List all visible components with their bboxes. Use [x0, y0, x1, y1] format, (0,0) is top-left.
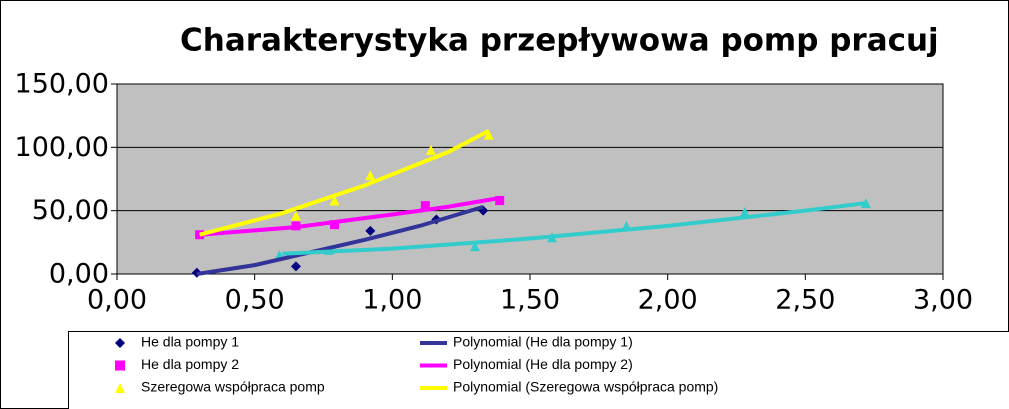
x-tick-label: 1,50 — [500, 285, 560, 316]
marker — [290, 210, 301, 221]
legend-label: Polynomial (Szeregowa współpraca pomp) — [453, 379, 718, 395]
marker — [483, 129, 494, 140]
legend-label: Polynomial (He dla pompy 1) — [453, 334, 633, 350]
marker — [469, 241, 480, 252]
x-tick-label: 3,00 — [913, 285, 973, 316]
trendline — [282, 201, 867, 256]
marker — [365, 170, 376, 181]
x-tick-label: 0,00 — [87, 285, 147, 316]
legend-box — [68, 331, 1009, 409]
legend-marker — [115, 360, 125, 371]
plot-area — [116, 83, 944, 275]
legend-marker — [115, 383, 125, 393]
legend-marker — [115, 338, 125, 348]
trendline — [199, 129, 490, 237]
trendline — [199, 196, 501, 237]
marker — [739, 206, 750, 217]
legend-label: Polynomial (He dla pompy 2) — [453, 356, 633, 372]
legend-label: Szeregowa współpraca pomp — [141, 379, 325, 395]
legend-label: He dla pompy 1 — [141, 334, 239, 350]
trendline — [196, 204, 484, 276]
legend-label: He dla pompy 2 — [141, 356, 239, 372]
x-tick-label: 0,50 — [225, 285, 285, 316]
marker — [425, 144, 436, 155]
marker — [290, 261, 301, 272]
chart-title: Charakterystyka przepływowa pomp pracuj — [180, 23, 939, 59]
x-tick-label: 2,50 — [775, 285, 835, 316]
marker — [330, 220, 340, 230]
marker — [495, 196, 505, 206]
y-tick-label: 50,00 — [32, 195, 109, 226]
y-tick-label: 0,00 — [49, 259, 109, 290]
marker — [420, 201, 430, 211]
marker — [329, 195, 340, 206]
marker — [365, 225, 376, 236]
y-tick-label: 100,00 — [15, 132, 109, 163]
x-tick-label: 1,00 — [362, 285, 422, 316]
y-tick-label: 150,00 — [15, 69, 109, 100]
x-tick-label: 2,00 — [638, 285, 698, 316]
